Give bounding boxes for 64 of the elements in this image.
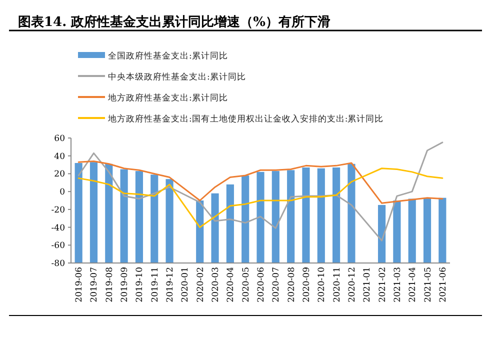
bar <box>74 163 82 263</box>
bar <box>242 176 250 263</box>
y-tick-label: -80 <box>51 259 65 269</box>
x-tick-label: 2021-04 <box>408 267 418 302</box>
bar <box>302 167 310 263</box>
bar <box>166 179 174 263</box>
x-tick-label: 2021-02 <box>378 267 388 302</box>
bar <box>150 174 158 263</box>
x-tick-label: 2021-03 <box>392 267 403 302</box>
x-tick-label: 2020-08 <box>286 267 297 302</box>
y-tick-label: 20 <box>54 170 65 180</box>
bar <box>317 168 325 263</box>
x-tick-label: 2020-01 <box>180 267 191 302</box>
y-tick-label: -60 <box>51 241 65 252</box>
bar <box>332 167 340 263</box>
bar <box>135 171 144 263</box>
line-series <box>78 160 444 204</box>
bar <box>196 200 204 263</box>
x-tick-label: 2020-03 <box>211 267 222 302</box>
x-tick-label: 2020-04 <box>226 267 236 302</box>
x-tick-label: 2020-07 <box>272 267 282 302</box>
bar <box>438 198 446 263</box>
bar <box>348 164 356 263</box>
bar <box>378 204 386 263</box>
x-tick-label: 2019-06 <box>74 267 85 302</box>
x-tick-label: 2020-12 <box>347 267 358 302</box>
x-tick-label: 2020-02 <box>196 267 206 302</box>
bar <box>408 198 416 263</box>
x-tick-label: 2020-09 <box>302 267 312 302</box>
legend-label: 中央本级政府性基金支出:累计同比 <box>108 72 246 82</box>
bar <box>256 172 264 263</box>
x-tick-label: 2019-09 <box>120 267 130 302</box>
y-tick-label: -20 <box>51 205 65 216</box>
y-tick-label: 0 <box>60 188 65 198</box>
line-series <box>78 142 444 242</box>
x-tick-label: 2019-07 <box>90 267 100 302</box>
x-tick-label: 2020-11 <box>332 267 342 302</box>
bar <box>423 198 432 263</box>
x-tick-label: 2019-12 <box>166 267 176 302</box>
x-tick-label: 2021-05 <box>423 267 434 302</box>
x-tick-label: 2019-08 <box>104 267 115 302</box>
chart-title: 图表14. 政府性基金支出累计同比增速（%）有所下滑 <box>18 14 330 30</box>
bar <box>226 184 234 263</box>
bar <box>393 200 401 263</box>
x-tick-label: 2019-11 <box>150 267 160 302</box>
legend-label: 全国政府性基金支出:累计同比 <box>108 50 228 62</box>
legend-label: 地方政府性基金支出:累计同比 <box>107 92 228 104</box>
bar <box>120 169 128 263</box>
bar <box>287 170 295 263</box>
legend-label: 地方政府性基金支出:国有土地使用权出让金收入安排的支出:累计同比 <box>107 114 384 124</box>
bar <box>90 162 98 263</box>
bar <box>272 171 280 263</box>
x-tick-label: 2019-10 <box>135 267 146 302</box>
x-tick-label: 2020-10 <box>317 267 328 302</box>
bar <box>105 164 113 263</box>
line-series <box>78 168 444 228</box>
bar <box>211 193 219 263</box>
x-tick-label: 2020-06 <box>256 267 266 302</box>
y-tick-label: 40 <box>54 152 65 162</box>
y-tick-label: -40 <box>51 223 65 234</box>
x-tick-label: 2020-05 <box>241 267 252 302</box>
x-tick-label: 2021-06 <box>438 267 448 302</box>
y-tick-label: 60 <box>54 134 65 144</box>
x-tick-label: 2021-01 <box>362 267 373 302</box>
